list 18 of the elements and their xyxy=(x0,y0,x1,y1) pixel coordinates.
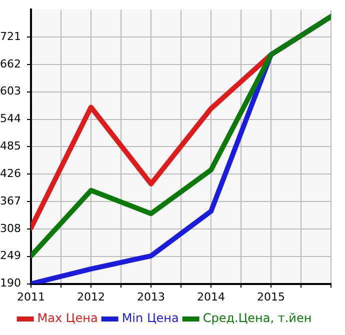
legend-label: Min Цена xyxy=(122,311,179,326)
x-tick-label: 2011 xyxy=(16,290,45,304)
x-tick-label: 2014 xyxy=(197,290,225,304)
y-tick-label: 426 xyxy=(0,166,21,180)
x-tick-label: 2013 xyxy=(136,290,165,304)
y-tick-label: 308 xyxy=(0,222,21,235)
y-tick-label: 485 xyxy=(0,140,21,153)
y-tick-label: 544 xyxy=(0,112,21,126)
x-tick-label: 2012 xyxy=(76,290,105,304)
y-tick-label: 367 xyxy=(0,194,21,208)
y-tick-label: 662 xyxy=(0,57,21,70)
y-tick-label: 190 xyxy=(0,276,21,290)
x-tick-label: 2015 xyxy=(257,290,285,304)
legend-label: Max Цена xyxy=(37,311,98,326)
y-tick-label: 721 xyxy=(0,30,21,43)
y-tick-label: 249 xyxy=(0,249,21,262)
legend-label: Сред.Цена, т.йен xyxy=(202,311,312,326)
y-tick-label: 603 xyxy=(0,84,21,98)
